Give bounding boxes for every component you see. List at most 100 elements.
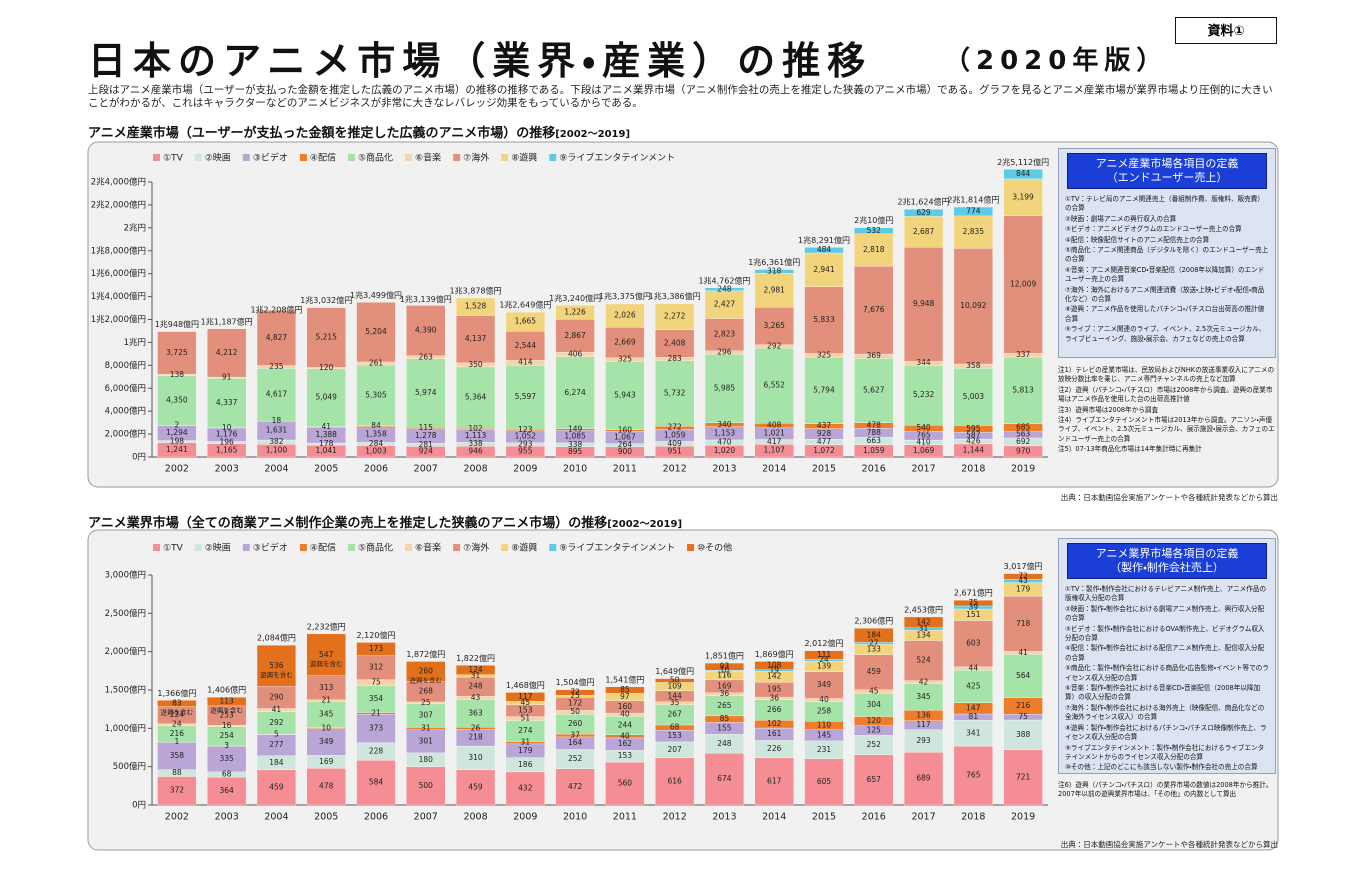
- data-label: 338: [568, 440, 583, 449]
- total-label: 1兆1,187億円: [201, 316, 253, 326]
- data-label: 547: [319, 650, 334, 659]
- data-label: 946: [468, 447, 483, 456]
- data-label: 111: [817, 650, 832, 659]
- data-label: 5,215: [315, 333, 337, 342]
- bar-segment: [455, 769, 496, 806]
- bar-segment: [207, 776, 247, 806]
- bar-segment: [953, 620, 993, 667]
- data-label: 603: [966, 639, 981, 648]
- legend-label: ②映画: [205, 152, 231, 164]
- data-label: 1,528: [465, 302, 487, 311]
- bar-segment: [704, 354, 745, 423]
- data-label: 5,794: [813, 385, 835, 394]
- data-label: 266: [767, 705, 782, 714]
- bar-segment: [605, 303, 645, 328]
- definition-item: ⑩その他：上記のどこにも該当しない製作・制作会社の売上の合算: [1065, 763, 1258, 772]
- data-label: 235: [269, 362, 284, 371]
- x-tick-label: 2011: [613, 464, 637, 475]
- x-tick-label: 2007: [414, 812, 438, 823]
- total-label: 1兆4,762億円: [698, 275, 750, 285]
- total-label: 2兆10億円: [854, 215, 893, 225]
- data-label: 657: [867, 775, 882, 784]
- bar-segment: [953, 600, 993, 607]
- x-tick-label: 2003: [215, 812, 239, 823]
- data-label: 155: [717, 723, 732, 732]
- data-label: 1,113: [465, 431, 487, 440]
- x-tick-label: 2009: [513, 464, 537, 475]
- bar-segment: [655, 303, 695, 330]
- data-label: 31: [471, 671, 481, 680]
- data-label: 268: [419, 687, 434, 696]
- data-label: 44: [969, 663, 979, 672]
- data-label: 115: [419, 423, 434, 432]
- definition-item: ⑥音楽：製作・制作会社における音楽CD・音楽配信（2008年以降加算）の収入分配…: [1065, 684, 1261, 702]
- legend-swatch: [405, 544, 413, 551]
- definition-item: ①TV：製作・制作会社におけるテレビアニメ制作売上、アニメ作品の版権収入分配の合…: [1065, 585, 1267, 603]
- bar-segment: [655, 329, 695, 358]
- data-label: 260: [568, 719, 583, 728]
- notes: 注6）遊興（パチンコ・パチスロ）の業界市場の数値は2008年から推計。2007年…: [1058, 781, 1276, 801]
- data-label: 1,294: [166, 428, 188, 437]
- data-label: 5,003: [963, 392, 985, 401]
- legend-swatch: [242, 154, 250, 161]
- data-label: 178: [319, 439, 334, 448]
- data-label: 216: [170, 729, 185, 738]
- data-label: 9,948: [913, 299, 935, 308]
- x-tick-label: 2003: [215, 464, 239, 475]
- data-label: 68: [222, 769, 232, 778]
- bar-segment: [704, 287, 745, 291]
- bar-segment: [704, 753, 745, 806]
- y-tick-label: 500億円: [113, 761, 146, 772]
- data-label: 414: [518, 358, 533, 367]
- data-label: 27: [869, 638, 879, 647]
- bar-segment: [655, 757, 695, 806]
- data-label: 228: [369, 746, 384, 755]
- data-label: 40: [620, 710, 630, 719]
- data-label: 39: [969, 602, 979, 611]
- data-label: 617: [767, 776, 782, 785]
- bar-segment: [605, 686, 645, 694]
- legend-label: ⑦海外: [463, 152, 489, 164]
- data-label: 1,278: [415, 431, 437, 440]
- legend-label: ①TV: [163, 154, 184, 164]
- bar-segment: [356, 302, 396, 363]
- y-tick-label: 2兆円: [124, 222, 146, 233]
- data-label: 264: [618, 440, 633, 449]
- data-label: 254: [220, 731, 235, 740]
- definition-item: ⑥音楽：アニメ関連音楽CD・音楽配信（2008年以降加算）のエンドユーザー売上の…: [1065, 265, 1265, 284]
- data-label: 478: [867, 421, 882, 430]
- bar-segment: [754, 661, 794, 670]
- bar-segment: [1003, 596, 1043, 652]
- x-tick-label: 2017: [911, 812, 935, 823]
- data-label: 340: [717, 420, 732, 429]
- data-label: 41: [1018, 648, 1028, 657]
- data-label: 252: [568, 754, 583, 763]
- data-label: 1,226: [564, 307, 586, 316]
- bar-segment: [903, 640, 944, 681]
- data-label: 184: [867, 630, 882, 639]
- data-label: 93: [720, 662, 730, 671]
- data-label: 12,009: [1010, 279, 1036, 288]
- data-label: 296: [717, 348, 732, 357]
- data-label: 7,676: [863, 305, 885, 314]
- data-label: 169: [319, 757, 334, 766]
- data-label: 36: [720, 689, 730, 698]
- total-label: 3,017億円: [1004, 561, 1043, 571]
- data-label: 75: [1018, 712, 1028, 721]
- x-tick-label: 2008: [463, 464, 487, 475]
- data-label: 459: [468, 782, 483, 791]
- data-label: 40: [819, 695, 829, 704]
- data-label: 284: [369, 439, 384, 448]
- data-label: 116: [717, 670, 732, 679]
- x-tick-label: 2013: [712, 812, 736, 823]
- data-label: 584: [369, 778, 384, 787]
- bar-segment: [704, 662, 745, 671]
- data-label: 1,052: [515, 432, 537, 441]
- data-label: 160: [618, 426, 633, 435]
- badge: 資料①: [1175, 17, 1277, 44]
- bar-segment: [953, 248, 993, 365]
- data-label: 18: [272, 416, 282, 425]
- bar-segment: [804, 247, 844, 254]
- total-label: 1,366億円: [157, 688, 196, 698]
- data-label: 45: [869, 686, 879, 695]
